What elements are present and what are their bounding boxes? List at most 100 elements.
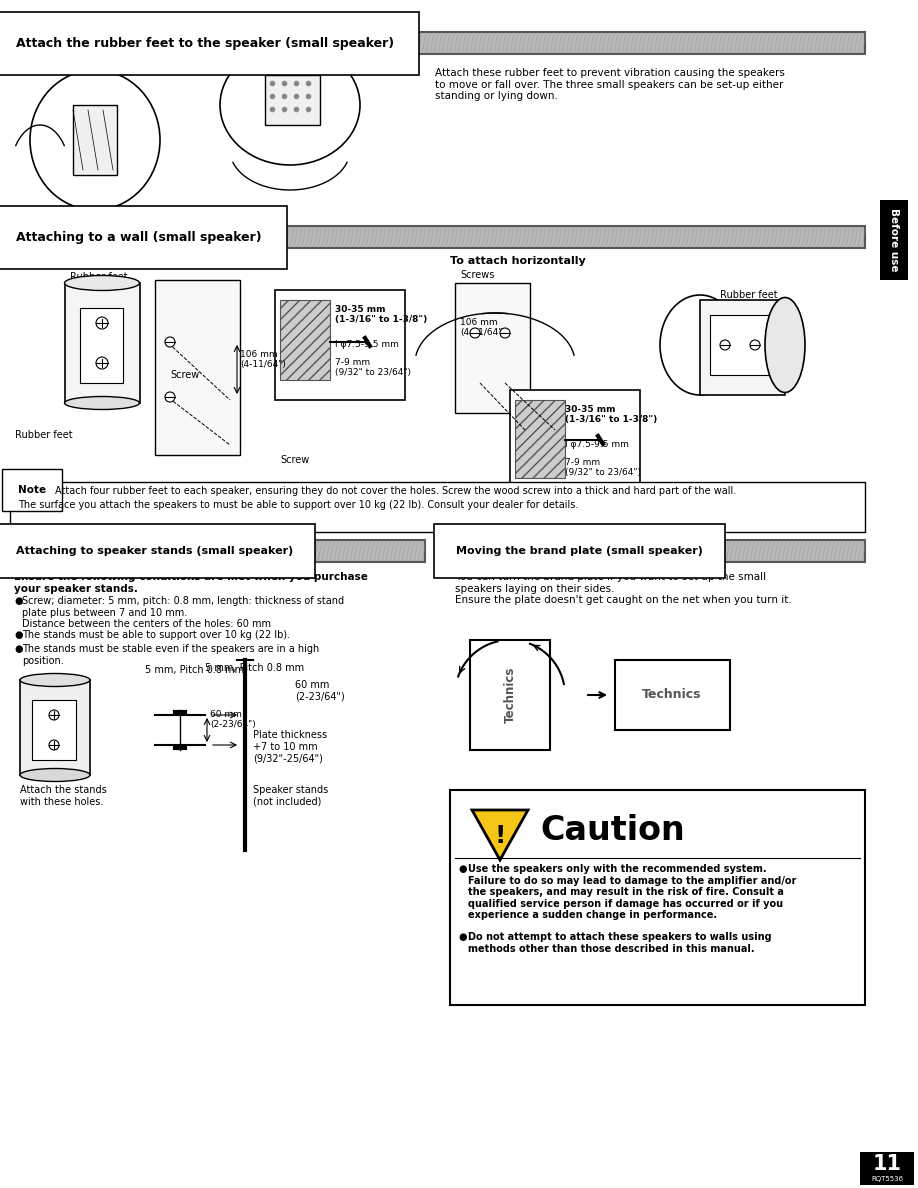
Bar: [100, 225, 109, 230]
Text: Rubber feet: Rubber feet: [70, 272, 128, 282]
Text: Screws: Screws: [460, 270, 495, 280]
Bar: [78, 216, 87, 223]
Text: The stands must be stable even if the speakers are in a high
position.: The stands must be stable even if the sp…: [22, 644, 319, 665]
Text: Use the speakers only with the recommended system.
Failure to do so may lead to : Use the speakers only with the recommend…: [468, 864, 797, 921]
Ellipse shape: [660, 295, 740, 394]
Text: Ensure the following conditions are met when you purchase
your speaker stands.: Ensure the following conditions are met …: [14, 571, 368, 594]
Circle shape: [720, 340, 730, 350]
Text: You can turn the brand plate if you want to set up the small
speakers laying on : You can turn the brand plate if you want…: [455, 571, 791, 605]
Bar: [880, 200, 908, 280]
Text: Attaching to a wall (small speaker): Attaching to a wall (small speaker): [16, 230, 262, 244]
Text: Plate thickness
+7 to 10 mm
(9/32"-25/64"): Plate thickness +7 to 10 mm (9/32"-25/64…: [253, 729, 327, 763]
Circle shape: [96, 317, 108, 329]
Bar: [455, 283, 530, 413]
Text: 7-9 mm
(9/32" to 23/64"): 7-9 mm (9/32" to 23/64"): [565, 459, 641, 478]
Text: 30-35 mm
(1-3/16" to 1-3/8"): 30-35 mm (1-3/16" to 1-3/8"): [565, 405, 657, 424]
Ellipse shape: [20, 769, 90, 782]
Bar: [89, 232, 98, 239]
Ellipse shape: [220, 45, 360, 165]
Bar: [111, 232, 120, 239]
Ellipse shape: [765, 297, 805, 392]
Text: Attaching to speaker stands (small speaker): Attaching to speaker stands (small speak…: [16, 546, 293, 556]
Text: 11: 11: [872, 1154, 901, 1174]
Bar: [700, 301, 785, 394]
Bar: [89, 216, 98, 223]
Bar: [32, 700, 76, 760]
Text: 106 mm
(4-11/64"): 106 mm (4-11/64"): [240, 350, 285, 369]
Bar: [111, 216, 120, 223]
Text: 5 mm, Pitch 0.8 mm: 5 mm, Pitch 0.8 mm: [145, 665, 244, 675]
Text: Do not attempt to attach these speakers to walls using
methods other than those : Do not attempt to attach these speakers …: [468, 933, 772, 954]
Ellipse shape: [64, 397, 140, 410]
Circle shape: [750, 340, 760, 350]
Text: To attach vertically: To attach vertically: [15, 255, 135, 266]
Text: Screw: Screw: [280, 455, 309, 465]
Bar: [450, 541, 865, 562]
Bar: [515, 400, 565, 478]
Text: Attach the rubber feet to the speaker (small speaker): Attach the rubber feet to the speaker (s…: [16, 37, 394, 50]
Text: Standing: Standing: [72, 62, 128, 72]
Bar: [100, 216, 109, 223]
Bar: [67, 232, 76, 239]
Bar: [10, 482, 865, 532]
Text: Rubber feet: Rubber feet: [720, 290, 778, 301]
Bar: [10, 226, 865, 248]
Circle shape: [165, 392, 175, 402]
Bar: [10, 541, 425, 562]
Polygon shape: [472, 810, 528, 860]
Text: Technics: Technics: [643, 689, 701, 701]
Ellipse shape: [30, 70, 160, 210]
Ellipse shape: [20, 674, 90, 687]
Bar: [280, 301, 330, 380]
Text: 5 mm, Pitch 0.8 mm: 5 mm, Pitch 0.8 mm: [205, 663, 304, 672]
Bar: [100, 232, 109, 239]
Ellipse shape: [64, 276, 140, 291]
Text: ●: ●: [14, 630, 23, 640]
Text: Speaker set-up: Speaker set-up: [38, 15, 166, 30]
Bar: [73, 105, 117, 175]
Text: Caution: Caution: [540, 814, 685, 847]
Circle shape: [500, 328, 510, 339]
Bar: [275, 290, 405, 400]
Bar: [80, 308, 123, 383]
Text: Attach four rubber feet to each speaker, ensuring they do not cover the holes. S: Attach four rubber feet to each speaker,…: [55, 486, 736, 497]
Bar: [78, 232, 87, 239]
Text: ●: ●: [458, 933, 466, 942]
Text: Rubber feet: Rubber feet: [15, 430, 73, 440]
Text: Before use: Before use: [889, 208, 899, 272]
Bar: [510, 390, 640, 495]
Text: Attach these rubber feet to prevent vibration causing the speakers
to move or fa: Attach these rubber feet to prevent vibr…: [435, 68, 785, 101]
Text: RQT5536: RQT5536: [871, 1176, 903, 1182]
Bar: [470, 640, 550, 750]
Text: Lying down: Lying down: [210, 62, 281, 72]
Text: Attach the stands
with these holes.: Attach the stands with these holes.: [20, 785, 106, 807]
Text: ●: ●: [458, 864, 466, 874]
Text: 106 mm
(4-11/64"): 106 mm (4-11/64"): [460, 318, 506, 337]
Text: To attach horizontally: To attach horizontally: [450, 255, 586, 266]
Bar: [20, 680, 90, 775]
Text: I φ7.5-9.5 mm: I φ7.5-9.5 mm: [335, 340, 399, 349]
Text: 60 mm
(2-23/64"): 60 mm (2-23/64"): [295, 680, 345, 702]
Bar: [265, 75, 320, 125]
Bar: [155, 280, 240, 455]
Bar: [10, 32, 865, 53]
Text: Screw; diameter: 5 mm, pitch: 0.8 mm, length: thickness of stand
plate plus betw: Screw; diameter: 5 mm, pitch: 0.8 mm, le…: [22, 596, 344, 630]
Text: !: !: [494, 824, 506, 848]
Bar: [67, 216, 76, 223]
Circle shape: [165, 337, 175, 347]
Circle shape: [96, 358, 108, 369]
Text: The surface you attach the speakers to must be able to support over 10 kg (22 lb: The surface you attach the speakers to m…: [18, 500, 578, 510]
Circle shape: [49, 740, 59, 750]
Text: 60 mm
(2-23/64"): 60 mm (2-23/64"): [210, 710, 256, 729]
Text: Moving the brand plate (small speaker): Moving the brand plate (small speaker): [456, 546, 703, 556]
Bar: [111, 225, 120, 230]
Text: Technics: Technics: [503, 666, 517, 723]
Bar: [450, 790, 865, 1005]
Text: ●: ●: [14, 596, 23, 606]
Text: ●: ●: [14, 644, 23, 655]
Bar: [89, 225, 98, 230]
Text: I φ7.5-9.5 mm: I φ7.5-9.5 mm: [565, 440, 629, 449]
Text: Screw: Screw: [170, 369, 199, 380]
Text: The stands must be able to support over 10 kg (22 lb).: The stands must be able to support over …: [22, 630, 290, 640]
Bar: [615, 661, 730, 729]
